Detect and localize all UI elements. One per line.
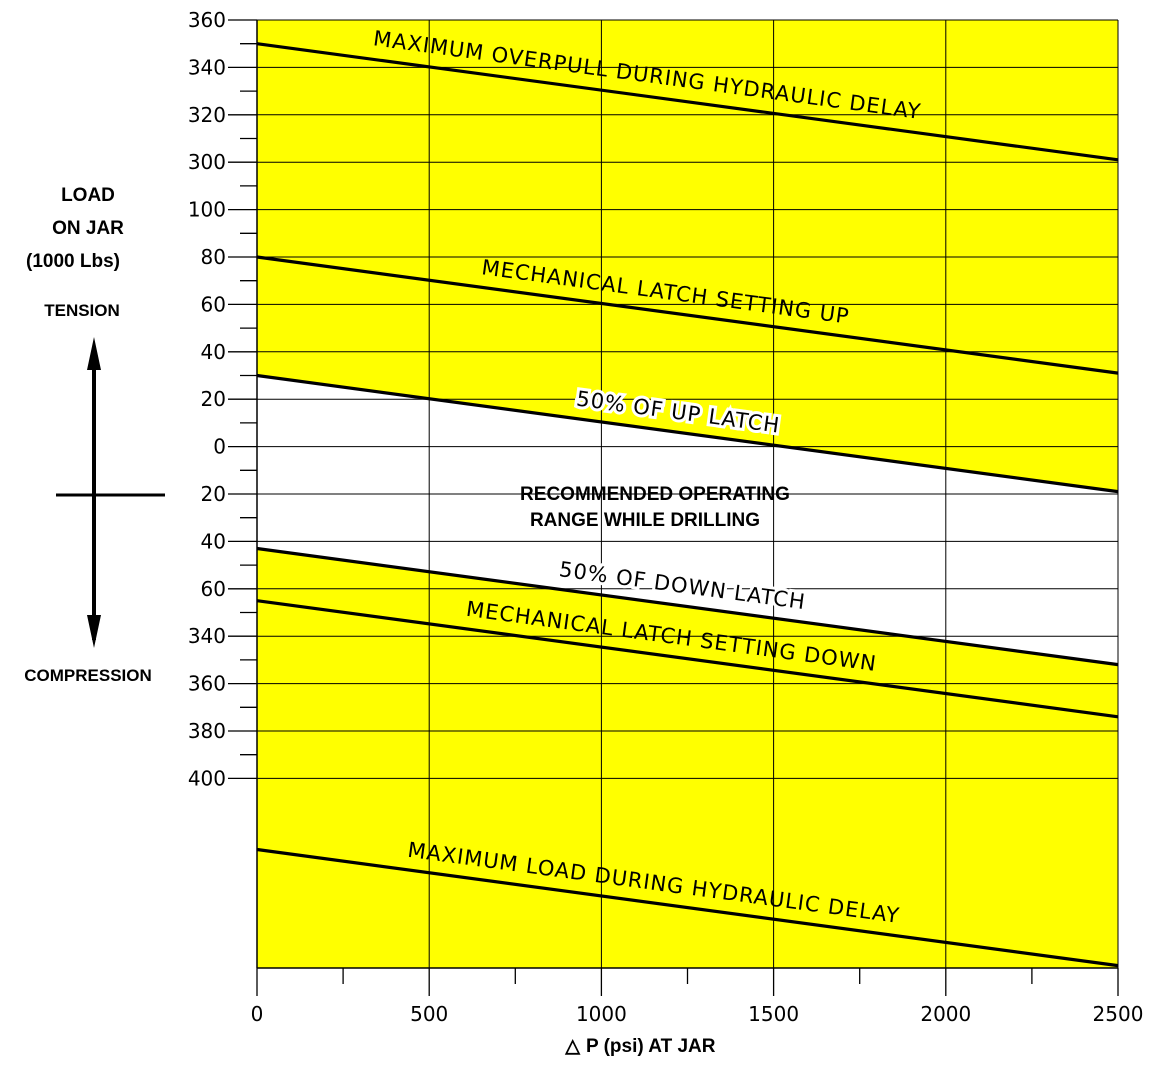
y-tick-label: 20	[201, 387, 226, 411]
y-tick-label: 400	[188, 766, 226, 790]
y-tick-label: 320	[188, 103, 226, 127]
y-tick-label: 340	[188, 624, 226, 648]
y-tick-label: 340	[188, 55, 226, 79]
compression-label: COMPRESSION	[24, 666, 152, 685]
x-tick-label: 1000	[576, 1002, 627, 1026]
series-line-3	[256, 373, 1119, 494]
y-tick-label: 80	[201, 245, 226, 269]
x-tick-label: 0	[251, 1002, 264, 1026]
annotation-line-2: RANGE WHILE DRILLING	[530, 510, 760, 531]
ylabel-line-2: ON JAR	[52, 218, 124, 239]
delta-symbol: △	[564, 1036, 581, 1057]
series-line-6	[256, 847, 1119, 968]
tension-compression-arrow	[56, 337, 165, 648]
x-tick-label: 500	[410, 1002, 448, 1026]
x-axis-label: P (psi) AT JAR	[586, 1036, 716, 1057]
y-tick-label: 40	[201, 529, 226, 553]
y-tick-label: 360	[188, 8, 226, 32]
ylabel-line-1: LOAD	[61, 185, 115, 206]
y-tick-label: 20	[201, 482, 226, 506]
y-tick-label: 60	[201, 292, 226, 316]
series-line-1	[256, 42, 1119, 162]
ylabel-line-3: (1000 Lbs)	[26, 251, 120, 272]
y-tick-label: 0	[213, 435, 226, 459]
x-tick-label: 1500	[748, 1002, 799, 1026]
arrow-down-icon	[87, 615, 101, 648]
tension-label: TENSION	[44, 301, 120, 320]
y-tick-label: 60	[201, 577, 226, 601]
recommended-operating-range	[257, 375, 1118, 665]
series-line-5	[256, 599, 1119, 719]
x-tick-label: 2000	[920, 1002, 971, 1026]
y-tick-label: 380	[188, 719, 226, 743]
y-tick-label: 300	[188, 150, 226, 174]
series-line-2	[256, 255, 1119, 375]
annotation-line-1: RECOMMENDED OPERATING	[520, 484, 790, 505]
y-tick-label: 100	[188, 198, 226, 222]
series-line-4	[256, 546, 1119, 667]
y-tick-label: 40	[201, 340, 226, 364]
x-tick-label: 2500	[1093, 1002, 1144, 1026]
x-axis-title: △ P (psi) AT JAR	[564, 1036, 715, 1057]
arrow-up-icon	[87, 337, 101, 370]
y-tick-label: 360	[188, 672, 226, 696]
